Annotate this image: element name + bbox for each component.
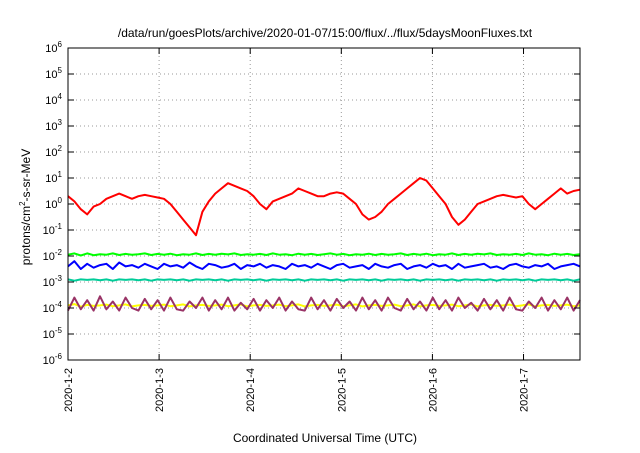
y-tick-label: 106 [45, 40, 62, 55]
series-line-1 [67, 252, 581, 257]
grid-lines [68, 48, 580, 360]
y-axis-label-rest: -s-sr-MeV [19, 149, 33, 202]
x-tick-label: 2020-1-6 [427, 368, 439, 412]
x-tick-label: 2020-1-3 [154, 368, 166, 412]
x-axis-label: Coordinated Universal Time (UTC) [233, 431, 417, 445]
chart-title: /data/run/goesPlots/archive/2020-01-07/1… [118, 26, 533, 40]
y-tick-label: 10-3 [43, 274, 63, 289]
y-tick-label: 103 [45, 118, 62, 133]
axis-ticks: 10-6 10-5 10-4 10-3 10-2 10-1 100 101 102 103 104 1… [43, 40, 580, 412]
series-line-5 [67, 295, 581, 312]
y-axis-label-base: protons/cm [19, 206, 33, 265]
y-tick-label: 10-1 [43, 222, 63, 237]
x-tick-label: 2020-1-5 [336, 368, 348, 412]
series-line-2 [67, 260, 581, 270]
x-tick-label: 2020-1-7 [519, 368, 531, 412]
y-axis-label: protons/cm2-s-sr-MeV [18, 149, 33, 265]
y-tick-label: 10-2 [43, 248, 63, 263]
series-line-0 [67, 177, 581, 237]
series-lines [67, 177, 581, 312]
series-line-4 [67, 303, 581, 308]
y-axis-label-sup: 2 [18, 201, 27, 206]
x-tick-label: 2020-1-2 [63, 368, 75, 412]
y-tick-label: 102 [45, 144, 62, 159]
y-tick-label: 10-6 [43, 352, 63, 367]
y-tick-label: 10-5 [43, 326, 63, 341]
x-tick-label: 2020-1-4 [245, 368, 257, 412]
y-tick-label: 10-4 [43, 300, 63, 315]
series-line-3 [67, 278, 581, 282]
y-tick-label: 101 [45, 170, 62, 185]
y-tick-label: 100 [45, 196, 62, 211]
y-tick-label: 105 [45, 66, 62, 81]
y-tick-label: 104 [45, 92, 62, 107]
